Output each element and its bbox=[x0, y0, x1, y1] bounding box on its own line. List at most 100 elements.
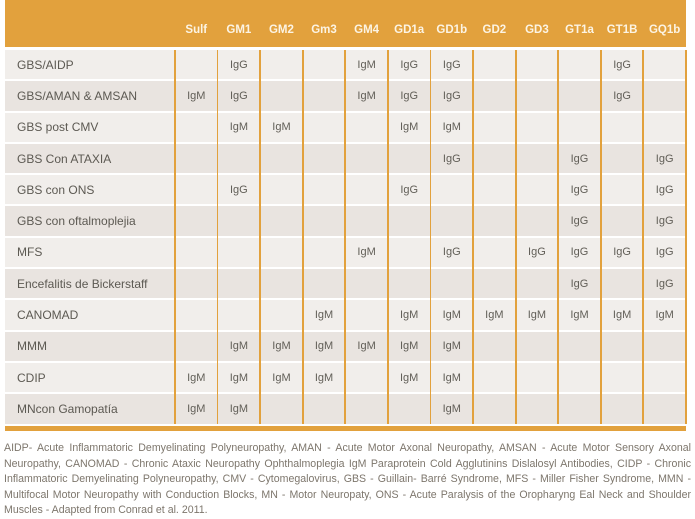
antibody-cell: IgM bbox=[314, 371, 334, 384]
antibody-cell: IgG bbox=[570, 246, 589, 259]
antibody-cell: IgM bbox=[400, 340, 419, 353]
antibody-cell: IgM bbox=[442, 121, 461, 134]
antibody-cell: IgG bbox=[655, 152, 674, 165]
row-label: MMM bbox=[17, 339, 47, 354]
antibody-cell: IgG bbox=[400, 183, 419, 196]
antibody-cell: IgG bbox=[442, 58, 461, 71]
column-header-gm2: GM2 bbox=[268, 23, 294, 36]
antibody-cell bbox=[643, 50, 686, 79]
antibody-cell bbox=[601, 113, 644, 142]
antibody-cell bbox=[175, 300, 218, 329]
column-separator-line bbox=[472, 50, 474, 424]
column-header-gm4: GM4 bbox=[354, 23, 380, 36]
antibody-cell: IgM bbox=[485, 309, 504, 322]
antibody-cell bbox=[388, 269, 431, 298]
antibody-cell bbox=[175, 175, 218, 204]
antibody-cell: IgM bbox=[272, 340, 291, 353]
row-label: GBS con oftalmoplejia bbox=[17, 214, 136, 229]
antibody-cell bbox=[218, 269, 261, 298]
column-header-gd2: GD2 bbox=[482, 23, 507, 36]
antibody-cell bbox=[643, 332, 686, 361]
antibody-cell bbox=[175, 332, 218, 361]
row-label: MFS bbox=[17, 245, 43, 260]
antibody-cell bbox=[601, 206, 644, 235]
row-label: GBS Con ATAXIA bbox=[17, 151, 112, 166]
antibody-cell bbox=[175, 113, 218, 142]
antibody-cell bbox=[601, 144, 644, 173]
antibody-cell bbox=[175, 206, 218, 235]
antibody-cell: IgG bbox=[528, 246, 546, 259]
row-label: MNcon Gamopatía bbox=[17, 401, 118, 416]
antibody-cell: IgM bbox=[357, 340, 376, 353]
antibody-cell: IgG bbox=[442, 246, 461, 259]
row-label: GBS/AMAN & AMSAN bbox=[17, 88, 138, 103]
antibody-cell: IgG bbox=[613, 58, 631, 71]
antibody-cell bbox=[516, 113, 559, 142]
antibody-cell: IgM bbox=[442, 371, 461, 384]
antibody-cell: IgG bbox=[400, 58, 419, 71]
antibody-cell bbox=[473, 332, 516, 361]
antibody-cell bbox=[345, 363, 388, 392]
antibody-cell: IgM bbox=[655, 309, 674, 322]
column-separator-line bbox=[344, 50, 347, 424]
column-separator-line bbox=[174, 50, 176, 424]
antibody-cell bbox=[218, 238, 261, 267]
antibody-cell bbox=[388, 206, 431, 235]
antibody-cell bbox=[218, 300, 261, 329]
antibody-cell bbox=[388, 238, 431, 267]
antibody-cell: IgG bbox=[613, 89, 631, 102]
antibody-cell bbox=[558, 394, 601, 423]
antibody-cell bbox=[558, 50, 601, 79]
row-label: Encefalitis de Bickerstaff bbox=[17, 276, 148, 291]
row-label: GBS/AIDP bbox=[17, 57, 74, 72]
antibody-cell bbox=[516, 363, 559, 392]
antibody-cell bbox=[516, 175, 559, 204]
antibody-cell bbox=[303, 50, 346, 79]
antibody-cell bbox=[345, 300, 388, 329]
antibody-cell bbox=[430, 175, 473, 204]
row-label: GBS post CMV bbox=[17, 120, 99, 135]
column-separator-line bbox=[642, 50, 645, 424]
antibody-cell bbox=[430, 206, 473, 235]
antibody-cell: IgG bbox=[400, 89, 419, 102]
antibody-cell: IgG bbox=[230, 58, 248, 71]
antibody-cell bbox=[345, 269, 388, 298]
antibody-cell bbox=[473, 175, 516, 204]
antibody-cell bbox=[558, 113, 601, 142]
column-separator-line bbox=[216, 50, 219, 424]
row-label: GBS con ONS bbox=[17, 182, 95, 197]
antibody-cell bbox=[473, 113, 516, 142]
antibody-cell: IgM bbox=[229, 371, 249, 384]
antibody-cell: IgM bbox=[229, 402, 249, 415]
antibody-cell: IgG bbox=[570, 183, 589, 196]
antibody-cell bbox=[473, 206, 516, 235]
antibody-cell bbox=[388, 144, 431, 173]
antibody-cell bbox=[601, 175, 644, 204]
column-separator-line bbox=[685, 50, 687, 424]
antibody-cell: IgG bbox=[655, 183, 674, 196]
antibody-cell: IgM bbox=[187, 371, 206, 384]
row-label: CDIP bbox=[17, 370, 46, 385]
antibody-cell bbox=[473, 363, 516, 392]
column-separator-line bbox=[557, 50, 560, 424]
column-header-sulf: Sulf bbox=[185, 23, 208, 36]
antibody-cell bbox=[473, 269, 516, 298]
antibody-cell: IgG bbox=[613, 246, 631, 259]
row-label: CANOMAD bbox=[17, 308, 79, 323]
antibody-cell bbox=[260, 238, 303, 267]
antibody-cell: IgM bbox=[272, 371, 291, 384]
antibody-cell: IgM bbox=[229, 340, 249, 353]
antibody-cell: IgG bbox=[655, 246, 674, 259]
antibody-cell: IgM bbox=[357, 246, 376, 259]
antibody-cell bbox=[473, 144, 516, 173]
column-header-gq1b: GQ1b bbox=[648, 23, 681, 36]
antibody-cell bbox=[260, 175, 303, 204]
antibody-cell bbox=[260, 81, 303, 110]
column-header-gd3: GD3 bbox=[525, 23, 549, 36]
antibody-cell bbox=[516, 81, 559, 110]
antibody-cell bbox=[345, 113, 388, 142]
antibody-cell bbox=[516, 394, 559, 423]
antibody-cell bbox=[473, 50, 516, 79]
antibody-cell: IgM bbox=[400, 309, 419, 322]
antibody-cell bbox=[516, 332, 559, 361]
